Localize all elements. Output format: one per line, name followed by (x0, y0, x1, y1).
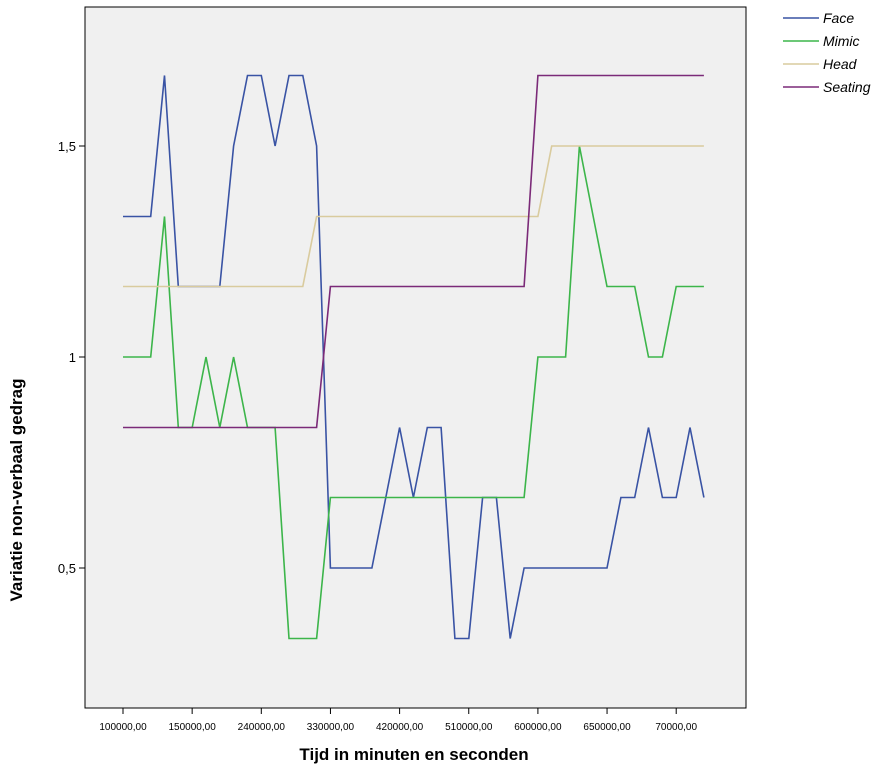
legend: Face Mimic Head Seating (783, 10, 871, 95)
legend-label: Seating (823, 79, 871, 95)
series-line-seating (123, 74, 704, 429)
y-axis: 0,5 1 1,5 (58, 139, 85, 576)
x-tick-label: 420000,00 (376, 722, 424, 733)
legend-label: Mimic (823, 33, 860, 49)
series-layer (123, 74, 705, 640)
legend-item-mimic: Mimic (783, 33, 860, 49)
plot-area (84, 6, 747, 709)
series-line-head (123, 145, 704, 288)
x-tick-label: 100000,00 (99, 722, 147, 733)
legend-item-head: Head (783, 56, 858, 72)
x-axis-title: Tijd in minuten en seconden (299, 745, 528, 764)
x-tick-label: 70000,00 (655, 722, 697, 733)
y-tick-label: 1 (69, 350, 76, 365)
x-axis: 100000,00 150000,00 240000,00 330000,00 4200… (99, 708, 697, 733)
x-tick-label: 510000,00 (445, 722, 493, 733)
legend-label: Face (823, 10, 854, 26)
legend-label: Head (823, 56, 858, 72)
y-tick-label: 0,5 (58, 561, 76, 576)
y-tick-label: 1,5 (58, 139, 76, 154)
legend-item-seating: Seating (783, 79, 871, 95)
x-tick-label: 650000,00 (583, 722, 631, 733)
x-tick-label: 330000,00 (307, 722, 355, 733)
y-axis-title: Variatie non-verbaal gedrag (7, 379, 26, 602)
x-tick-label: 600000,00 (514, 722, 562, 733)
x-tick-label: 240000,00 (238, 722, 286, 733)
legend-item-face: Face (783, 10, 854, 26)
x-tick-label: 150000,00 (169, 722, 217, 733)
